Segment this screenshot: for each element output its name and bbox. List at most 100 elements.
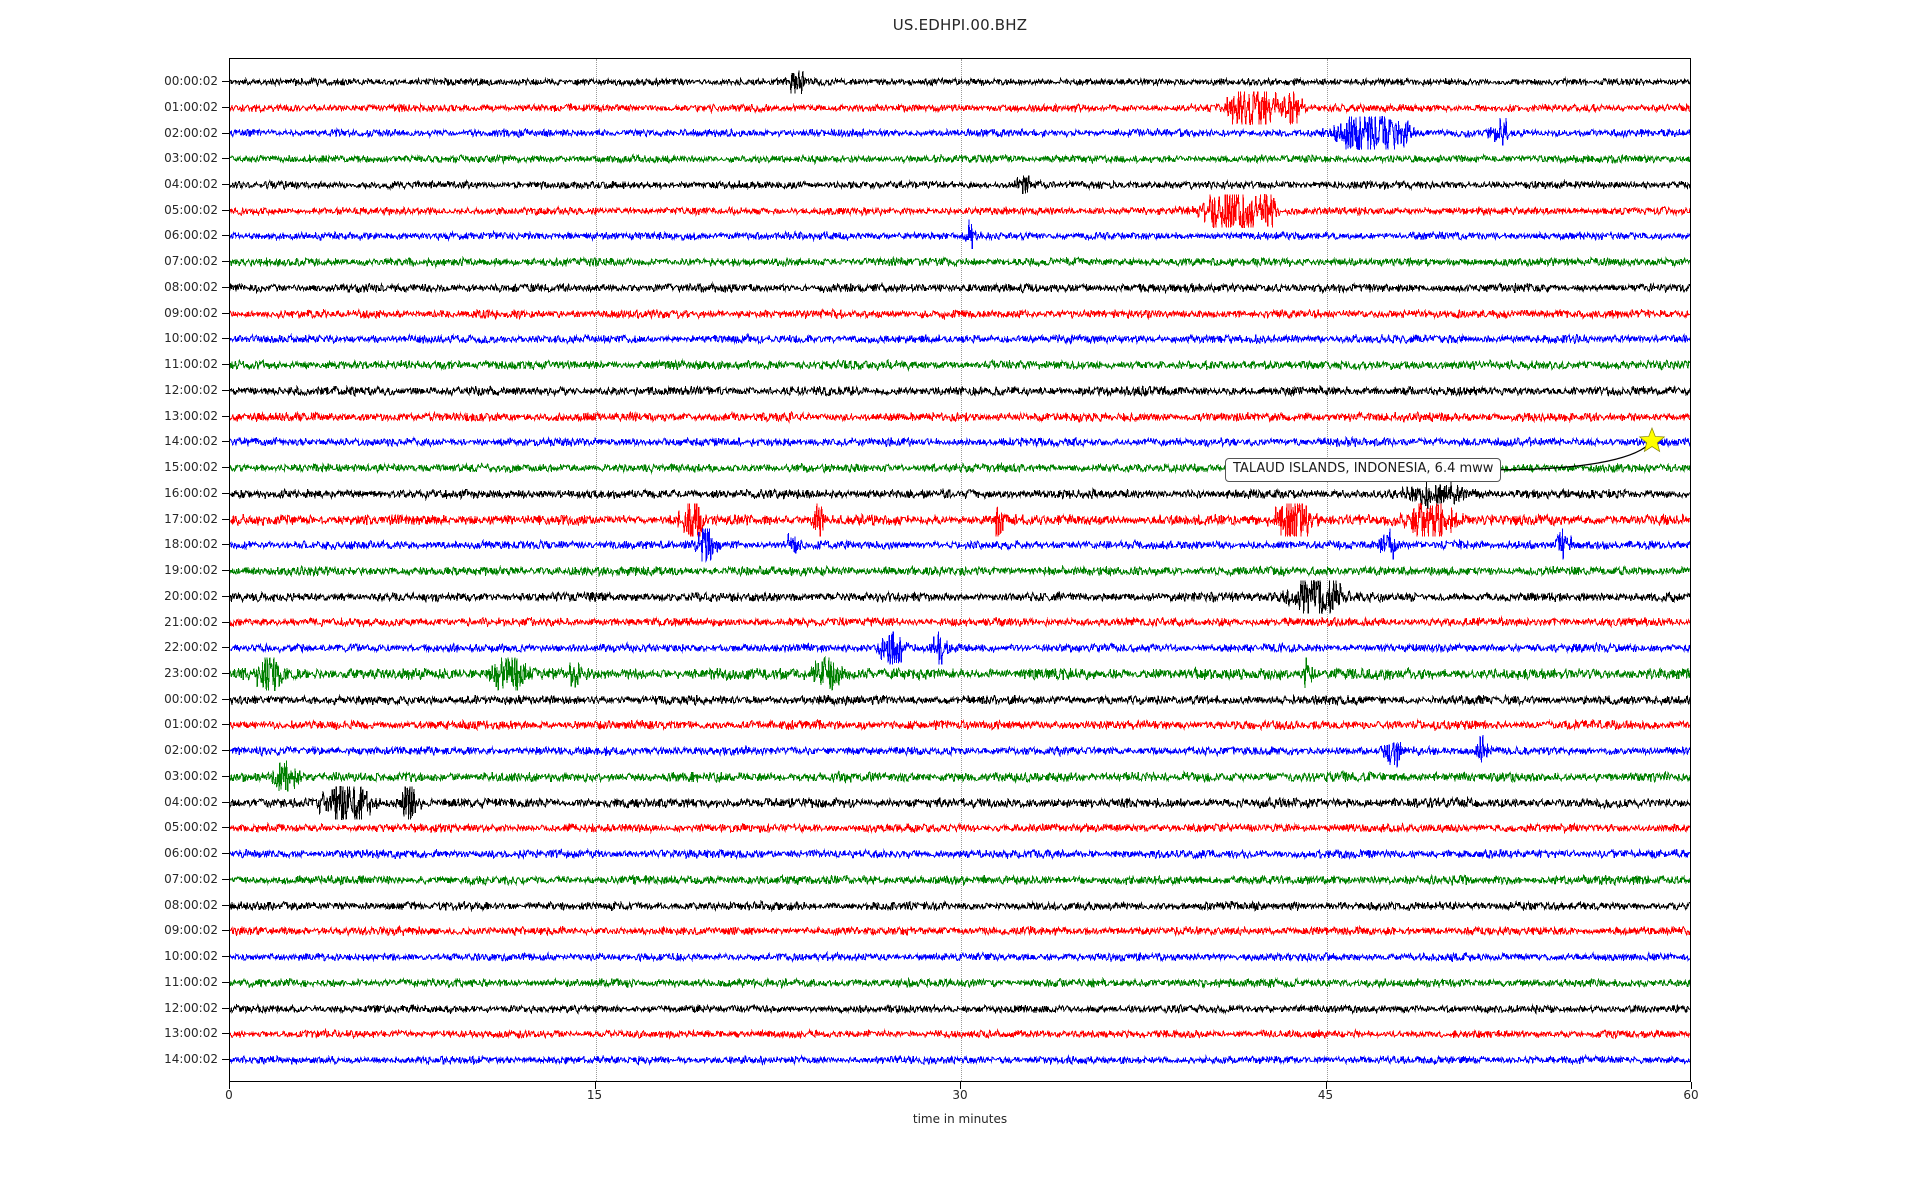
y-tick-mark [222, 312, 229, 314]
y-tick-label: 01:00:02 [164, 717, 218, 732]
trace-row [230, 616, 1690, 629]
trace-row [230, 899, 1690, 912]
trace-row [230, 847, 1690, 861]
y-tick-mark [222, 518, 229, 520]
y-tick-label: 09:00:02 [164, 305, 218, 320]
trace-row [230, 116, 1690, 151]
trace-row [230, 1027, 1690, 1040]
y-tick-label: 14:00:02 [164, 434, 218, 449]
y-tick-mark [222, 1007, 229, 1009]
y-tick-label: 10:00:02 [164, 331, 218, 346]
trace-row [230, 564, 1690, 578]
y-tick-mark [222, 1059, 229, 1060]
y-tick-label: 07:00:02 [164, 254, 218, 269]
x-tick-mark [960, 1082, 961, 1089]
y-tick-label: 02:00:02 [164, 125, 218, 140]
trace-row [230, 693, 1690, 707]
y-tick-mark [222, 235, 229, 237]
plot-inner [230, 59, 1690, 1081]
y-tick-label: 11:00:02 [164, 357, 218, 372]
y-tick-label: 21:00:02 [164, 614, 218, 629]
y-tick-mark [222, 158, 229, 160]
trace-row [230, 384, 1690, 398]
y-tick-label: 13:00:02 [164, 1026, 218, 1041]
y-tick-mark [222, 698, 229, 700]
y-tick-mark [222, 467, 229, 469]
y-tick-label: 02:00:02 [164, 743, 218, 758]
page-title: US.EDHPI.00.BHZ [892, 16, 1028, 34]
trace-row [230, 91, 1690, 125]
y-tick-label: 19:00:02 [164, 563, 218, 577]
y-tick-label: 08:00:02 [164, 897, 218, 912]
trace-row [230, 735, 1690, 768]
y-tick-label: 05:00:02 [164, 202, 218, 217]
y-tick-mark [222, 492, 229, 494]
y-tick-mark [222, 209, 229, 211]
y-tick-mark [222, 853, 229, 855]
trace-row [230, 175, 1690, 195]
y-tick-mark [222, 1033, 229, 1035]
y-tick-label: 14:00:02 [164, 1052, 218, 1066]
x-tick-label: 45 [1317, 1088, 1334, 1102]
y-tick-mark [222, 621, 229, 623]
y-tick-label: 06:00:02 [164, 846, 218, 861]
trace-row [230, 481, 1690, 510]
trace-row [230, 410, 1690, 424]
y-tick-mark [222, 106, 229, 108]
y-tick-mark [222, 595, 229, 597]
trace-row [230, 220, 1690, 250]
trace-row [230, 332, 1690, 346]
trace-row [230, 255, 1690, 269]
y-tick-label: 01:00:02 [164, 99, 218, 114]
y-tick-label: 07:00:02 [164, 871, 218, 886]
y-tick-mark [222, 750, 229, 752]
y-tick-mark [222, 81, 229, 82]
x-tick-label: 30 [952, 1088, 968, 1102]
y-tick-mark [222, 441, 229, 443]
trace-row [230, 718, 1690, 733]
y-tick-label: 06:00:02 [164, 228, 218, 243]
y-tick-label: 09:00:02 [164, 923, 218, 938]
trace-row [230, 1053, 1690, 1067]
y-tick-mark [222, 724, 229, 726]
y-tick-mark [222, 775, 229, 777]
event-annotation-label: TALAUD ISLANDS, INDONESIA, 6.4 mww [1225, 458, 1502, 483]
y-tick-label: 00:00:02 [164, 691, 218, 706]
trace-row [230, 358, 1690, 372]
y-tick-label: 05:00:02 [164, 820, 218, 835]
y-tick-mark [222, 981, 229, 983]
y-tick-mark [222, 364, 229, 366]
y-tick-label: 12:00:02 [164, 382, 218, 397]
trace-row [230, 924, 1690, 938]
trace-row [230, 631, 1690, 665]
x-tick-mark [229, 1082, 230, 1089]
x-axis-label: time in minutes [912, 1112, 1008, 1126]
y-tick-label: 22:00:02 [164, 640, 218, 655]
y-tick-label: 11:00:02 [164, 974, 218, 989]
y-tick-mark [222, 930, 229, 932]
y-tick-mark [222, 647, 229, 649]
y-tick-label: 03:00:02 [164, 768, 218, 783]
x-tick-mark [1325, 1082, 1327, 1089]
y-tick-mark [222, 878, 229, 880]
y-tick-label: 18:00:02 [164, 537, 218, 552]
y-tick-label: 04:00:02 [164, 176, 218, 191]
y-tick-label: 10:00:02 [164, 949, 218, 964]
y-tick-mark [222, 956, 229, 958]
x-tick-label: 0 [225, 1088, 233, 1102]
trace-row [230, 281, 1690, 295]
y-tick-mark [222, 801, 229, 803]
trace-row [230, 1002, 1690, 1015]
trace-row [230, 873, 1690, 887]
y-tick-label: 17:00:02 [164, 511, 218, 526]
x-tick-label: 15 [586, 1088, 603, 1102]
y-tick-label: 23:00:02 [164, 665, 218, 680]
trace-row [230, 655, 1690, 691]
y-tick-mark [222, 338, 229, 340]
y-tick-label: 04:00:02 [164, 794, 218, 809]
trace-row [230, 70, 1690, 94]
y-tick-mark [222, 544, 229, 546]
y-tick-label: 03:00:02 [164, 151, 218, 166]
y-tick-label: 20:00:02 [164, 588, 218, 603]
